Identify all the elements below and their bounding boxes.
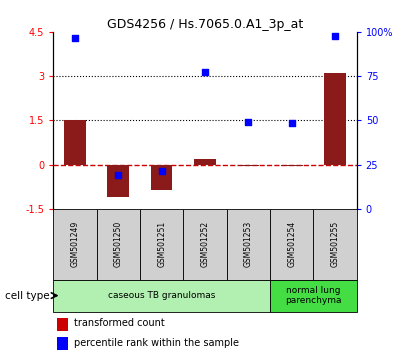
Text: GSM501249: GSM501249 <box>70 221 79 267</box>
Bar <box>53 209 97 280</box>
Title: GDS4256 / Hs.7065.0.A1_3p_at: GDS4256 / Hs.7065.0.A1_3p_at <box>107 18 302 31</box>
Bar <box>64 120 85 165</box>
Bar <box>324 73 345 165</box>
Text: GSM501250: GSM501250 <box>114 221 123 267</box>
Bar <box>312 209 356 280</box>
Text: caseous TB granulomas: caseous TB granulomas <box>108 291 215 300</box>
Point <box>115 172 121 178</box>
Bar <box>194 159 215 165</box>
Text: normal lung
parenchyma: normal lung parenchyma <box>284 286 341 305</box>
Bar <box>53 280 270 312</box>
Text: GSM501255: GSM501255 <box>330 221 339 267</box>
Bar <box>183 209 226 280</box>
Text: GSM501251: GSM501251 <box>157 221 166 267</box>
Bar <box>97 209 139 280</box>
Text: GSM501254: GSM501254 <box>286 221 295 267</box>
Point <box>288 120 294 126</box>
Point <box>158 168 164 173</box>
Point <box>331 34 337 39</box>
Bar <box>57 318 67 331</box>
Bar <box>226 209 270 280</box>
Bar <box>237 165 258 166</box>
Text: transformed count: transformed count <box>74 318 164 329</box>
Point <box>245 119 251 125</box>
Text: GSM501252: GSM501252 <box>200 221 209 267</box>
Bar <box>270 209 312 280</box>
Bar <box>270 280 356 312</box>
Text: GSM501253: GSM501253 <box>243 221 252 267</box>
Point <box>72 35 78 41</box>
Bar <box>139 209 183 280</box>
Bar <box>57 337 67 350</box>
Bar <box>151 165 172 190</box>
Text: cell type: cell type <box>4 291 49 301</box>
Text: percentile rank within the sample: percentile rank within the sample <box>74 337 238 348</box>
Bar <box>280 165 302 166</box>
Bar <box>107 165 129 197</box>
Point <box>201 69 208 75</box>
